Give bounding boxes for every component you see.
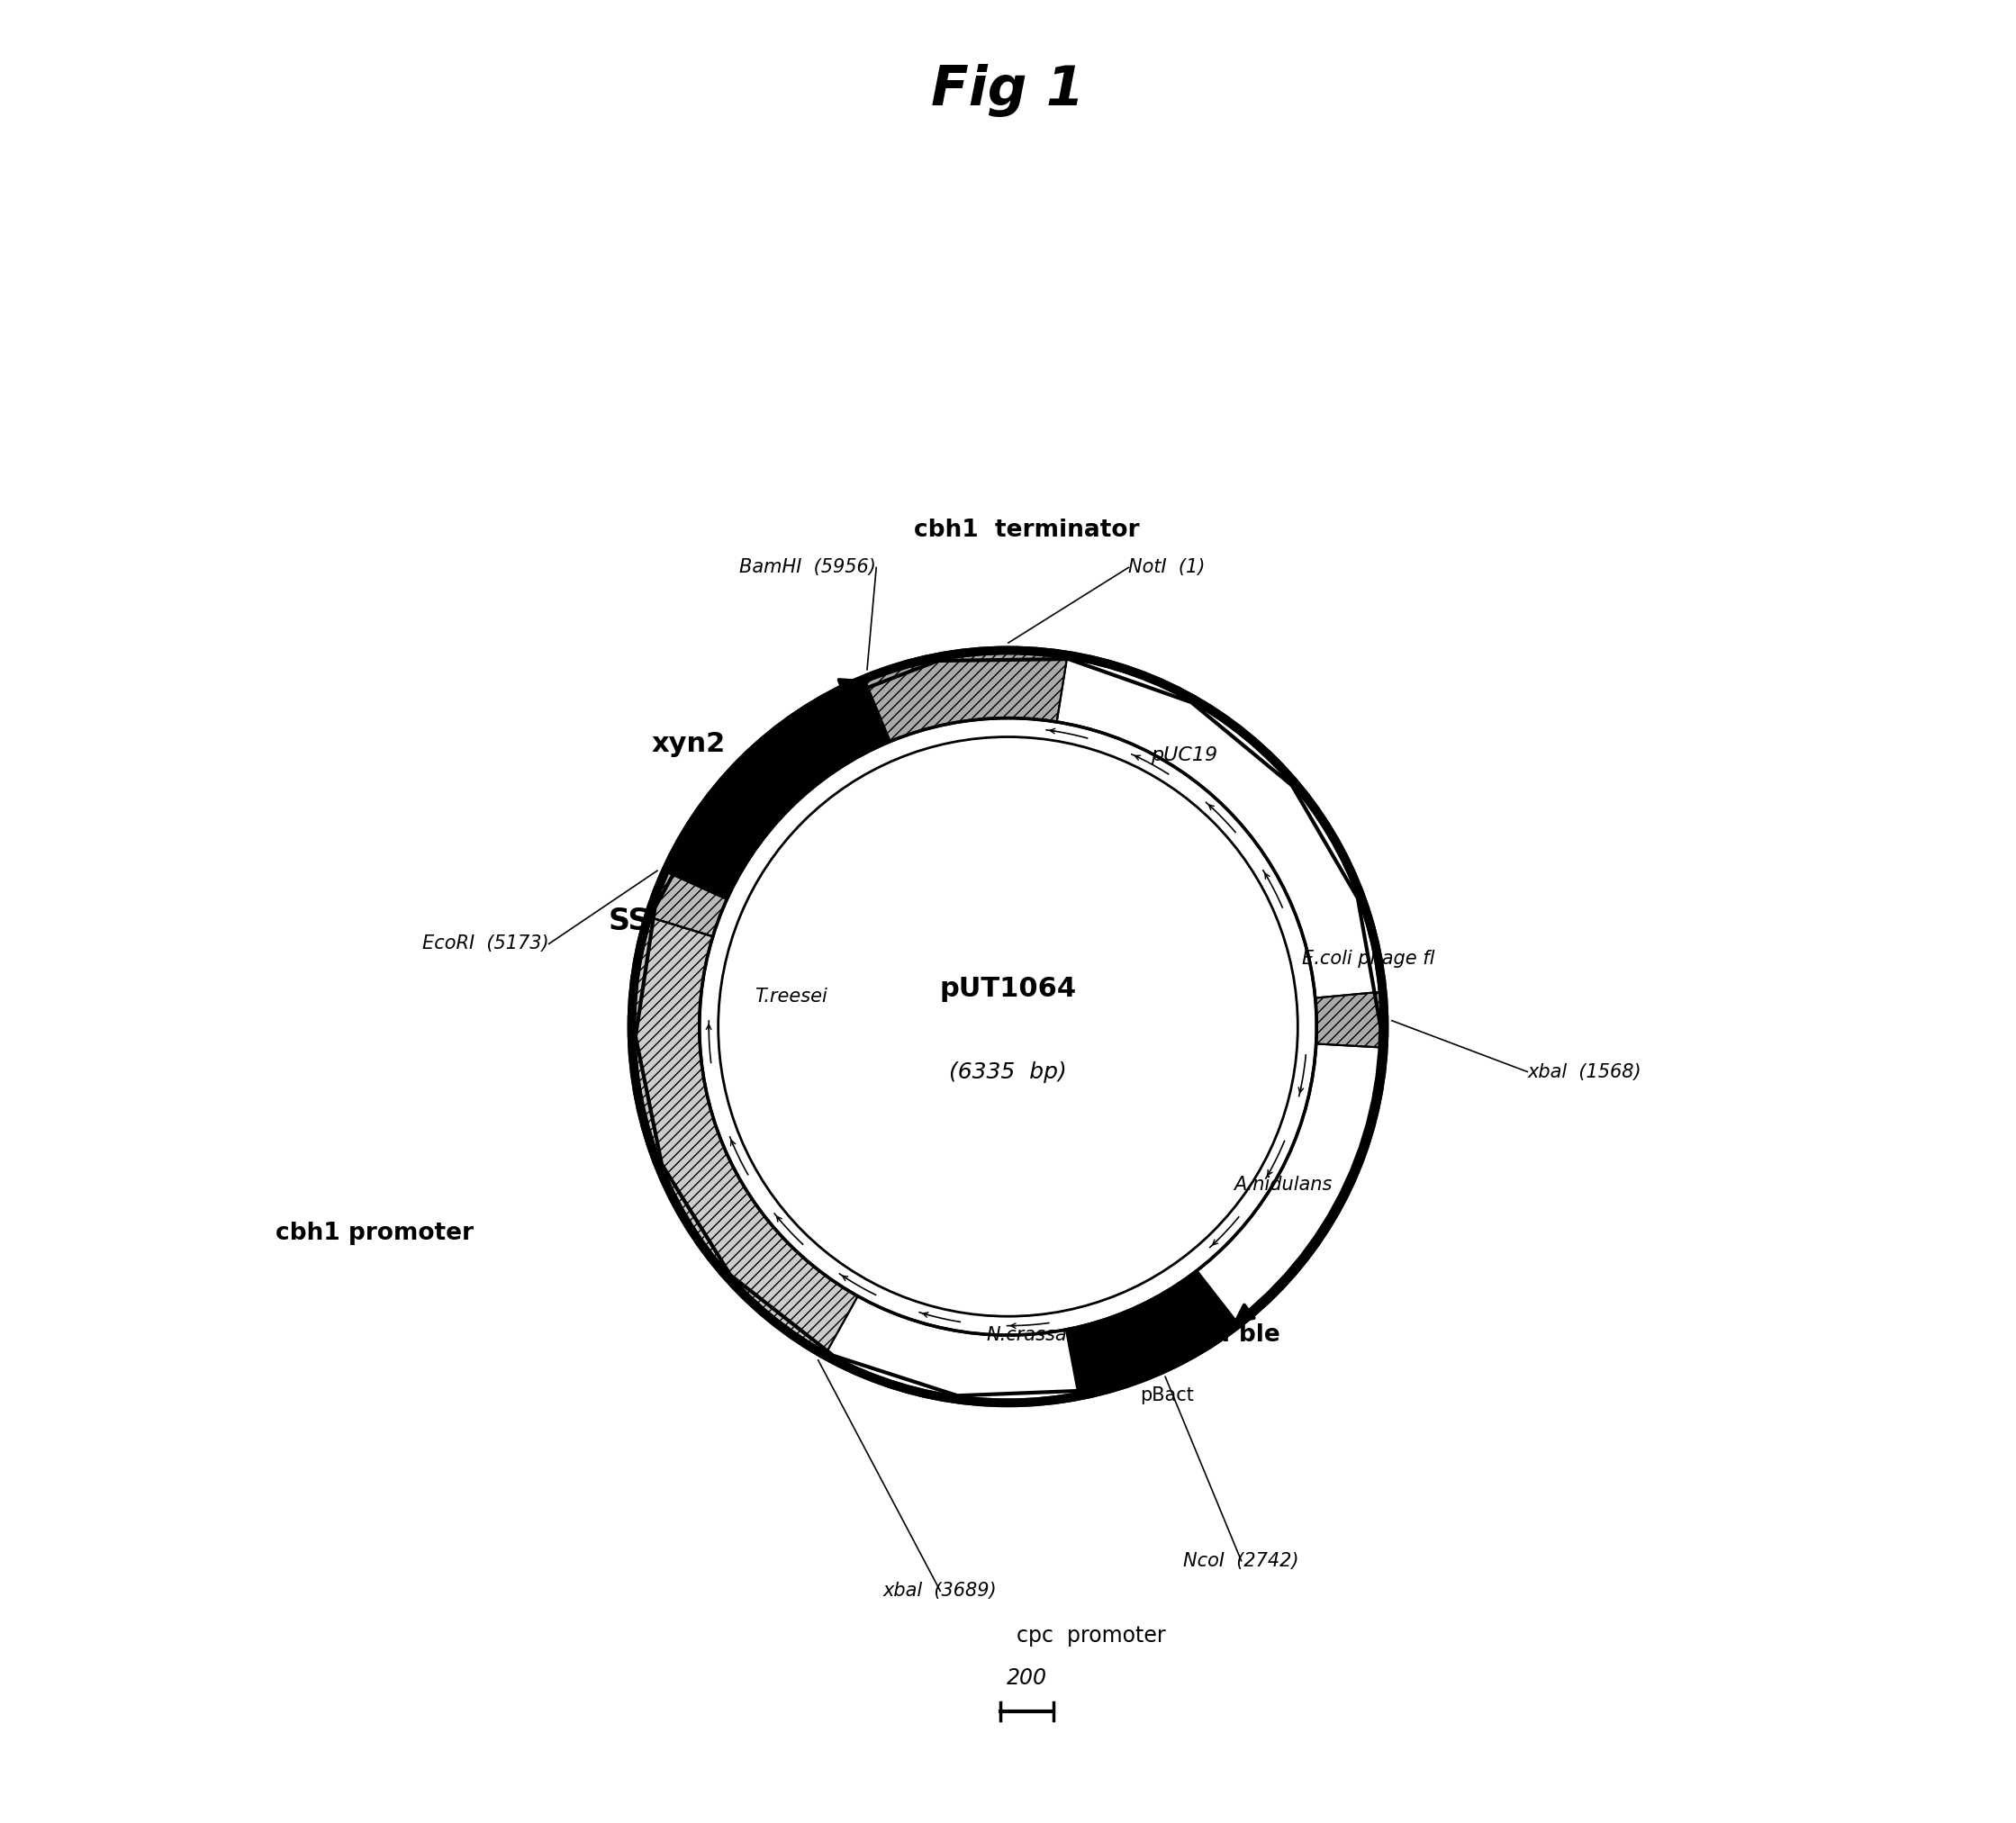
Wedge shape [631,917,859,1354]
Text: T.reesei: T.reesei [754,988,827,1006]
Text: NcoI  (2742): NcoI (2742) [1183,1551,1298,1570]
Text: cbh1  terminator: cbh1 terminator [913,518,1139,541]
Text: pUT1064: pUT1064 [939,975,1077,1003]
Text: xbal  (3689): xbal (3689) [883,1582,998,1601]
Text: (6335  bp): (6335 bp) [950,1061,1066,1083]
Text: SS: SS [609,906,651,935]
Text: N.crassa: N.crassa [986,1325,1066,1344]
Circle shape [627,647,1389,1407]
Text: xbal  (1568): xbal (1568) [1528,1063,1641,1081]
Circle shape [718,736,1298,1316]
Wedge shape [1314,992,1385,1048]
Text: cbh1 promoter: cbh1 promoter [276,1221,474,1245]
Wedge shape [665,678,891,899]
Text: Fig 1: Fig 1 [931,64,1085,117]
Text: EcoRI  (5173): EcoRI (5173) [421,935,548,953]
Text: NotI  (1): NotI (1) [1129,558,1206,576]
Text: xyn2: xyn2 [651,731,726,758]
Text: pBact: pBact [1139,1385,1193,1404]
Text: cpc  promoter: cpc promoter [1016,1626,1165,1646]
Wedge shape [1064,1271,1240,1396]
Text: BamHI  (5956): BamHI (5956) [740,558,877,576]
Text: Sh’ble: Sh’ble [1195,1323,1280,1347]
Text: A.nidulans: A.nidulans [1234,1176,1333,1194]
Text: 200: 200 [1006,1668,1046,1688]
Text: E.coli phage fl: E.coli phage fl [1302,950,1433,968]
Wedge shape [865,651,1066,742]
Wedge shape [647,871,728,937]
Text: pUC19: pUC19 [1151,747,1218,764]
